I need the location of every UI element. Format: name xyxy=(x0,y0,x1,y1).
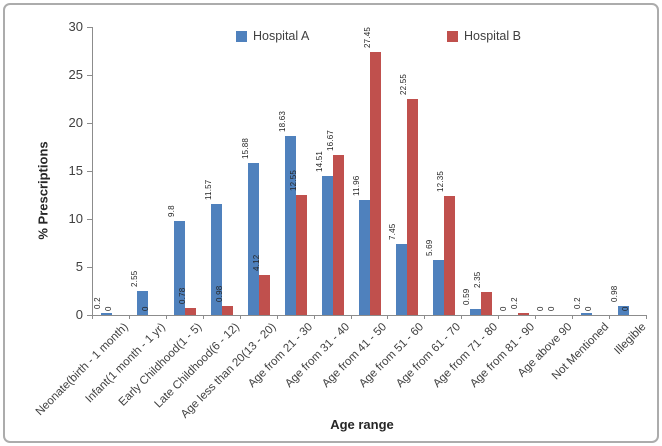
legend-swatch-hospital-a-icon xyxy=(236,30,247,42)
bar-hospital-a xyxy=(359,200,370,315)
bar-value-label: 12.55 xyxy=(288,169,298,191)
bar-value-label: 0.98 xyxy=(214,285,224,302)
bar-value-label: 0.98 xyxy=(610,285,619,302)
bar-hospital-a xyxy=(285,136,297,315)
bar-value-label: 0.2 xyxy=(573,297,583,310)
y-tick-mark xyxy=(87,27,92,28)
x-tick-mark xyxy=(535,315,536,319)
bar-hospital-b xyxy=(517,313,529,315)
x-tick-mark xyxy=(203,315,204,319)
bar-value-label: 15.88 xyxy=(240,137,250,159)
bar-value-label: 4.12 xyxy=(251,255,261,272)
bar-value-label: 0.59 xyxy=(462,288,472,306)
x-tick-mark xyxy=(129,315,130,319)
y-tick-label: 30 xyxy=(68,19,83,34)
bar-hospital-a xyxy=(174,220,186,315)
bar-hospital-a xyxy=(395,243,407,315)
bar-value-label: 0 xyxy=(621,306,630,311)
legend-label-hospital-b: Hospital B xyxy=(464,29,521,43)
bar-hospital-b xyxy=(443,196,455,315)
bar-value-label: 12.35 xyxy=(436,171,446,193)
x-tick-mark xyxy=(646,315,647,319)
bar-value-label: 18.63 xyxy=(277,111,287,133)
bar-hospital-b xyxy=(222,305,234,315)
legend-label-hospital-a: Hospital A xyxy=(253,29,310,43)
x-axis-title: Age range xyxy=(330,417,394,432)
legend-swatch-hospital-b-icon xyxy=(447,30,458,42)
y-tick-mark xyxy=(87,219,92,220)
bar-hospital-a xyxy=(211,203,223,315)
x-tick-mark xyxy=(609,315,610,319)
bar-hospital-a xyxy=(469,309,481,315)
bar-value-label: 2.35 xyxy=(473,272,483,289)
x-tick-mark xyxy=(314,315,315,319)
x-tick-mark xyxy=(461,315,462,319)
bar-hospital-b xyxy=(333,155,345,315)
bar-hospital-b xyxy=(185,307,197,315)
y-tick-label: 20 xyxy=(68,115,83,130)
bar-value-label: 0.2 xyxy=(93,297,102,310)
y-tick-label: 25 xyxy=(68,67,83,82)
bar-value-label: 0 xyxy=(584,306,594,311)
x-tick-mark xyxy=(351,315,352,319)
bar-hospital-a xyxy=(248,162,260,315)
y-tick-mark xyxy=(87,267,92,268)
bar-hospital-b xyxy=(370,51,381,315)
bar-value-label: 9.8 xyxy=(166,205,176,217)
x-tick-mark xyxy=(498,315,499,319)
x-tick-mark xyxy=(424,315,425,319)
bar-hospital-b xyxy=(259,275,271,315)
bar-value-label: 7.45 xyxy=(388,223,398,240)
y-axis-tick-labels: 0 5 10 15 20 25 30 xyxy=(0,19,83,322)
y-tick-mark xyxy=(87,315,92,316)
bar-hospital-a xyxy=(617,305,629,315)
x-tick-mark xyxy=(277,315,278,319)
bar-value-label: 0.2 xyxy=(510,297,520,310)
y-tick-mark xyxy=(87,123,92,124)
y-tick-label: 15 xyxy=(68,163,83,178)
legend-item-hospital-b: Hospital B xyxy=(447,29,521,43)
legend-item-hospital-a: Hospital A xyxy=(236,29,309,43)
bar-hospital-b xyxy=(296,194,308,315)
y-tick-mark xyxy=(87,171,92,172)
bar-value-label: 0 xyxy=(499,306,509,311)
y-tick-mark xyxy=(87,75,92,76)
x-tick-mark xyxy=(387,315,388,319)
bar-value-label: 27.45 xyxy=(362,26,372,48)
y-tick-label: 10 xyxy=(68,211,83,226)
bar-value-label: 11.96 xyxy=(351,175,361,197)
bar-value-label: 0.78 xyxy=(177,287,187,304)
bar-value-label: 0 xyxy=(104,306,113,311)
bar-value-label: 2.55 xyxy=(129,270,139,287)
bar-value-label: 0 xyxy=(140,306,150,311)
y-axis-tick-marks xyxy=(87,27,92,316)
y-tick-label: 5 xyxy=(75,259,83,274)
x-tick-mark xyxy=(240,315,241,319)
x-axis-tick-marks xyxy=(92,315,647,320)
x-tick-mark xyxy=(572,315,573,319)
bar-hospital-a xyxy=(100,313,112,315)
bar-value-label: 16.67 xyxy=(325,129,335,151)
x-tick-mark xyxy=(92,315,93,319)
bar-value-label: 11.57 xyxy=(203,179,213,200)
plot-area: 0.2 0 2.55 0 9.8 0.78 11.57 0.98 15.88 4.12 18.63 1… xyxy=(92,26,647,316)
x-tick-mark xyxy=(166,315,167,319)
bar-value-label: 0 xyxy=(547,306,557,311)
bar-hospital-a xyxy=(322,175,334,315)
bar-hospital-a xyxy=(432,260,444,315)
bar-value-label: 22.55 xyxy=(399,73,409,95)
bar-hospital-b xyxy=(480,292,492,315)
bar-value-label: 14.51 xyxy=(314,150,324,172)
bar-hospital-a xyxy=(137,290,149,315)
bar-value-label: 5.69 xyxy=(425,240,435,257)
bar-hospital-b xyxy=(406,98,418,315)
y-tick-label: 0 xyxy=(75,307,83,322)
bar-hospital-a xyxy=(580,313,592,315)
bar-value-label: 0 xyxy=(536,306,546,311)
